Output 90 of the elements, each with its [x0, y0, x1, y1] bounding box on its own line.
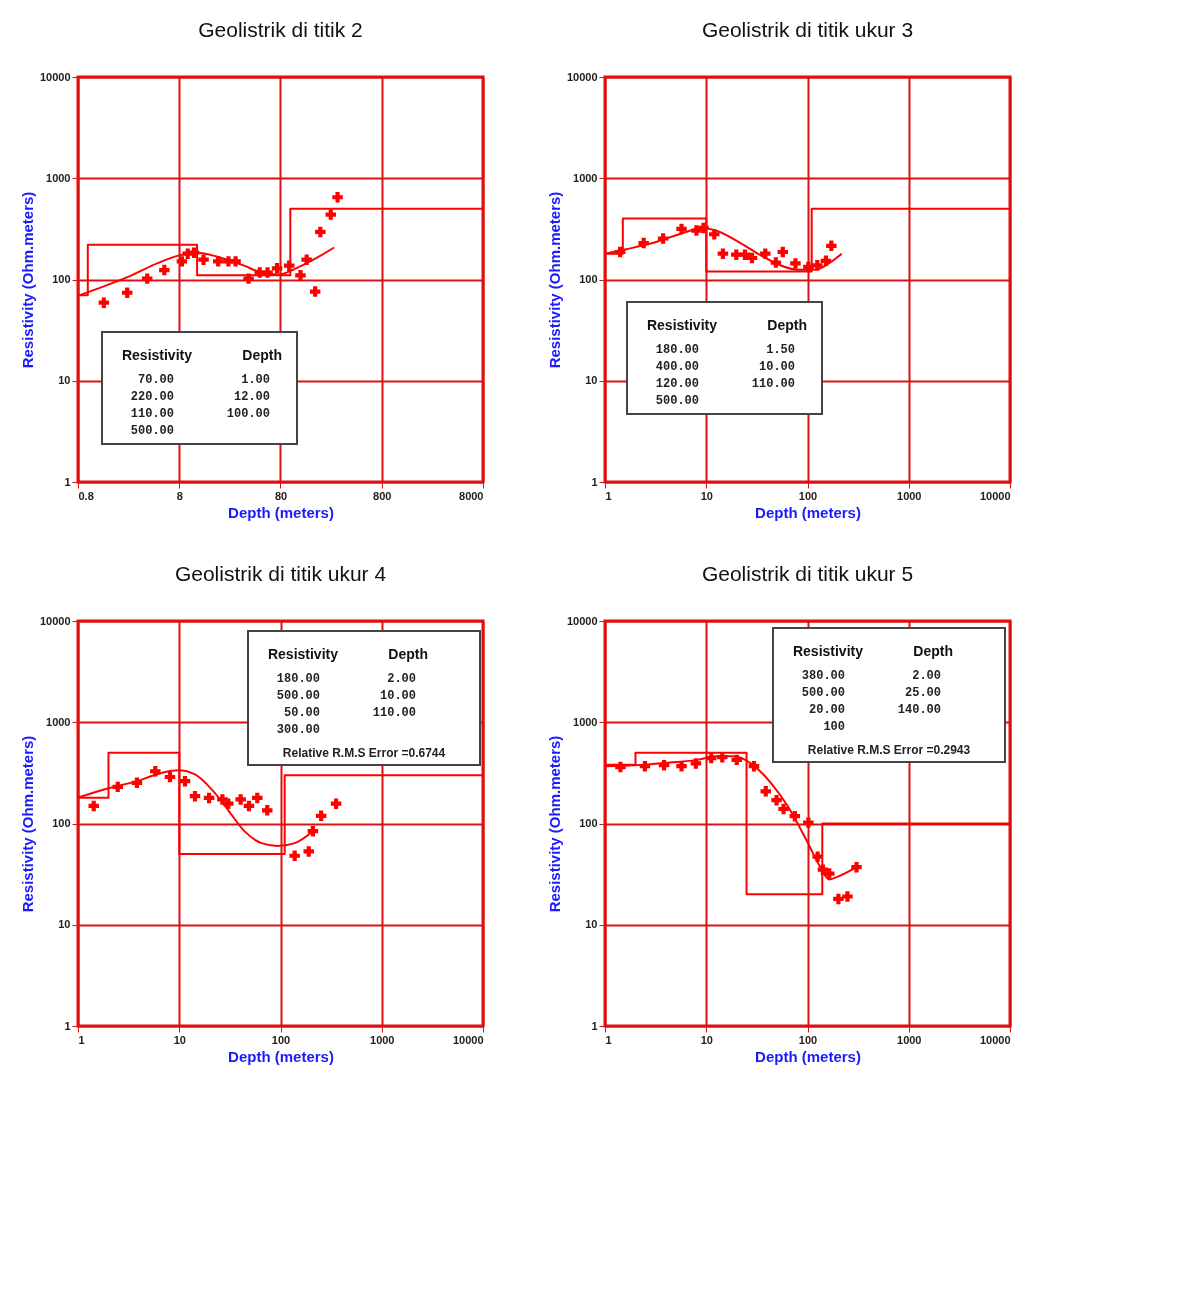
y-tick-label: 10	[585, 374, 598, 387]
x-tick-label: 10000	[452, 1033, 484, 1046]
y-tick-label: 10	[58, 374, 71, 387]
x-tick-label: 1	[605, 1033, 612, 1046]
annotation: 300.00	[276, 723, 320, 737]
x-tick-label: 0.8	[78, 489, 94, 502]
annotation: 110.00	[130, 407, 174, 421]
y-tick-label: 100	[52, 817, 71, 829]
annotation: 20.00	[808, 703, 845, 717]
annotation: 500.00	[801, 686, 845, 700]
x-tick-label: 10	[173, 1033, 186, 1046]
x-tick-label: 100	[271, 1033, 291, 1046]
x-tick-label: 10	[700, 1033, 713, 1046]
x-axis-title: Depth (meters)	[755, 1047, 861, 1065]
chart-title: Geolistrik di titik ukur 3	[701, 18, 914, 41]
y-tick-label: 100	[579, 273, 598, 285]
annotation: 110.00	[751, 377, 795, 391]
y-axis-title: Resistivity (Ohm.meters)	[545, 191, 563, 369]
annotation: Relative R.M.S Error =0.2943	[807, 743, 971, 757]
annotation: Resistivity	[121, 347, 193, 363]
x-tick-label: 10000	[979, 1033, 1011, 1046]
y-tick-label: 1	[591, 475, 598, 488]
y-tick-label: 100	[579, 817, 598, 829]
x-tick-label: 1000	[370, 1033, 395, 1046]
x-tick-label: 100	[798, 1033, 818, 1046]
y-tick-label: 1	[591, 1019, 598, 1032]
annotation: 380.00	[801, 669, 845, 683]
annotation: 500.00	[655, 394, 699, 408]
y-tick-label: 10000	[39, 614, 71, 627]
chart-title: Geolistrik di titik 2	[198, 18, 363, 41]
y-tick-label: 1000	[46, 715, 71, 728]
chart-title: Geolistrik di titik ukur 5	[701, 562, 914, 585]
y-tick-label: 1	[64, 1019, 71, 1032]
annotation: 500.00	[276, 689, 320, 703]
annotation: 100	[823, 720, 845, 734]
annotation: 50.00	[283, 706, 320, 720]
annotation: Depth	[913, 643, 953, 659]
x-tick-label: 10	[700, 489, 713, 502]
x-tick-label: 8	[176, 489, 183, 502]
x-tick-label: 1000	[897, 489, 922, 502]
y-axis-title: Resistivity (Ohm.meters)	[545, 735, 563, 913]
x-tick-label: 800	[373, 489, 392, 502]
annotation: 500.00	[130, 424, 174, 438]
y-tick-label: 100	[52, 273, 71, 285]
x-axis-title: Depth (meters)	[228, 503, 334, 521]
y-tick-label: 10000	[566, 70, 598, 83]
annotation: 110.00	[372, 706, 416, 720]
annotation: Relative R.M.S Error =0.6744	[282, 746, 446, 760]
annotation: 12.00	[233, 390, 270, 404]
chart-title: Geolistrik di titik ukur 4	[174, 562, 387, 585]
y-axis-title: Resistivity (Ohm.meters)	[18, 191, 36, 369]
annotation: 180.00	[276, 672, 320, 686]
y-tick-label: 1000	[46, 171, 71, 184]
annotation: 10.00	[379, 689, 416, 703]
x-tick-label: 80	[274, 489, 288, 502]
annotation: 120.00	[655, 377, 699, 391]
annotation: 180.00	[655, 343, 699, 357]
annotation: 10.00	[758, 360, 795, 374]
x-axis-title: Depth (meters)	[228, 1047, 334, 1065]
y-axis-title: Resistivity (Ohm.meters)	[18, 735, 36, 913]
annotation: Depth	[767, 317, 807, 333]
y-tick-label: 1000	[573, 715, 598, 728]
annotation: 2.00	[387, 672, 416, 686]
x-tick-label: 10000	[979, 489, 1011, 502]
y-tick-label: 10000	[39, 70, 71, 83]
annotation: 400.00	[655, 360, 699, 374]
x-tick-label: 1	[605, 489, 612, 502]
annotation: 25.00	[904, 686, 941, 700]
y-tick-label: 10	[585, 918, 598, 931]
y-tick-label: 1	[64, 475, 71, 488]
annotation: 70.00	[137, 373, 174, 387]
annotation: Depth	[242, 347, 282, 363]
annotation: 220.00	[130, 390, 174, 404]
annotation: 140.00	[897, 703, 941, 717]
y-tick-label: 1000	[573, 171, 598, 184]
annotation: Resistivity	[267, 646, 339, 662]
annotation: 100.00	[226, 407, 270, 421]
annotation: 1.50	[766, 343, 795, 357]
y-tick-label: 10	[58, 918, 71, 931]
x-tick-label: 1	[78, 1033, 85, 1046]
annotation: 2.00	[912, 669, 941, 683]
x-tick-label: 8000	[459, 489, 484, 502]
x-tick-label: 1000	[897, 1033, 922, 1046]
y-tick-label: 10000	[566, 614, 598, 627]
x-tick-label: 100	[798, 489, 818, 502]
annotation: 1.00	[241, 373, 270, 387]
annotation: Resistivity	[646, 317, 718, 333]
x-axis-title: Depth (meters)	[755, 503, 861, 521]
annotation: Resistivity	[792, 643, 864, 659]
annotation: Depth	[388, 646, 428, 662]
